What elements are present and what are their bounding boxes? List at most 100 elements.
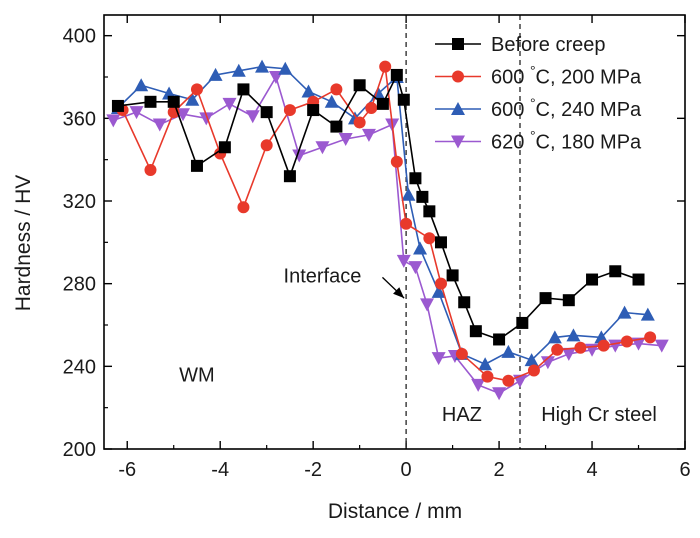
data-point-marker bbox=[423, 232, 436, 245]
annotation-arrow-head bbox=[393, 287, 405, 299]
data-point-marker bbox=[597, 339, 610, 352]
data-point-marker bbox=[324, 94, 339, 108]
data-point-marker bbox=[199, 112, 214, 126]
x-tick-label: 6 bbox=[679, 459, 690, 481]
data-point-marker bbox=[353, 116, 366, 129]
data-point-marker bbox=[400, 217, 413, 230]
data-point-marker bbox=[307, 104, 320, 117]
data-point-marker bbox=[481, 370, 494, 383]
data-point-marker bbox=[111, 99, 124, 112]
data-point-marker bbox=[361, 128, 376, 142]
data-point-marker bbox=[527, 364, 540, 377]
data-point-marker bbox=[144, 95, 157, 108]
plot-frame bbox=[103, 14, 686, 450]
data-point-marker bbox=[478, 357, 493, 371]
data-point-marker bbox=[315, 141, 330, 155]
series-1 bbox=[111, 68, 645, 346]
y-tick-label: 280 bbox=[63, 274, 96, 296]
legend-item: Before creep bbox=[435, 34, 606, 56]
x-axis-label: Distance / mm bbox=[328, 500, 462, 523]
data-point-marker bbox=[551, 343, 564, 356]
data-point-marker bbox=[452, 70, 464, 83]
legend-item: 600 °C, 240 MPa bbox=[435, 95, 642, 121]
data-point-marker bbox=[423, 205, 436, 218]
data-point-marker bbox=[396, 254, 411, 268]
data-point-marker bbox=[185, 92, 200, 106]
data-point-marker bbox=[330, 83, 343, 96]
data-point-marker bbox=[617, 305, 632, 319]
data-point-marker bbox=[539, 292, 552, 305]
data-point-marker bbox=[469, 325, 482, 338]
data-point-marker bbox=[260, 106, 273, 119]
data-point-marker bbox=[540, 356, 555, 370]
data-point-marker bbox=[516, 316, 529, 329]
y-tick-label: 360 bbox=[63, 108, 96, 130]
annotation-haz: HAZ bbox=[442, 404, 482, 426]
data-point-marker bbox=[420, 298, 435, 312]
data-point-marker bbox=[379, 60, 392, 73]
data-point-marker bbox=[353, 79, 366, 92]
x-tick-label: 4 bbox=[586, 459, 597, 481]
legend-label: 600 °C, 200 MPa bbox=[491, 63, 642, 89]
legend-label: 600 °C, 240 MPa bbox=[491, 95, 642, 121]
data-point-marker bbox=[134, 78, 149, 92]
data-point-marker bbox=[566, 328, 581, 342]
legend-item: 620 °C, 180 MPa bbox=[435, 128, 642, 154]
data-point-marker bbox=[434, 277, 447, 290]
data-point-marker bbox=[237, 201, 250, 214]
data-point-marker bbox=[376, 97, 389, 110]
data-point-marker bbox=[434, 236, 447, 249]
x-tick-label: -4 bbox=[211, 459, 229, 481]
x-tick-label: 0 bbox=[401, 459, 412, 481]
data-point-marker bbox=[471, 378, 486, 392]
data-point-marker bbox=[493, 333, 506, 346]
data-point-marker bbox=[502, 374, 515, 387]
y-axis-label: Hardness / HV bbox=[12, 175, 35, 312]
data-point-marker bbox=[654, 339, 669, 353]
data-point-marker bbox=[431, 352, 446, 366]
series-4 bbox=[106, 71, 669, 401]
data-point-marker bbox=[501, 344, 516, 358]
data-point-marker bbox=[451, 102, 465, 115]
data-point-marker bbox=[561, 347, 576, 361]
data-point-marker bbox=[190, 159, 203, 172]
data-point-marker bbox=[231, 63, 246, 77]
data-point-marker bbox=[106, 114, 121, 128]
data-point-marker bbox=[451, 135, 465, 149]
data-point-marker bbox=[397, 93, 410, 106]
x-tick-label: 2 bbox=[494, 459, 505, 481]
data-point-marker bbox=[255, 59, 270, 73]
data-point-marker bbox=[452, 38, 464, 50]
annotation-interface: Interface bbox=[284, 265, 362, 287]
annotation-wm: WM bbox=[179, 365, 215, 387]
data-point-marker bbox=[644, 331, 657, 344]
data-point-marker bbox=[283, 170, 296, 183]
data-point-marker bbox=[408, 261, 423, 275]
data-point-marker bbox=[492, 387, 507, 401]
data-point-marker bbox=[152, 118, 167, 132]
data-point-marker bbox=[413, 241, 428, 255]
data-point-marker bbox=[409, 172, 422, 185]
data-point-marker bbox=[431, 284, 446, 298]
data-point-marker bbox=[129, 106, 144, 120]
data-point-marker bbox=[190, 83, 203, 96]
data-point-marker bbox=[365, 102, 378, 114]
data-point-marker bbox=[455, 347, 468, 360]
data-point-marker bbox=[416, 190, 429, 203]
data-point-marker bbox=[218, 141, 231, 154]
data-point-marker bbox=[632, 273, 645, 286]
data-point-marker bbox=[208, 67, 223, 81]
data-point-marker bbox=[245, 110, 260, 124]
data-point-marker bbox=[562, 294, 575, 307]
legend-item: 600 °C, 200 MPa bbox=[435, 63, 642, 89]
data-point-marker bbox=[222, 97, 237, 111]
data-point-marker bbox=[283, 104, 296, 117]
data-point-marker bbox=[237, 83, 250, 96]
data-point-marker bbox=[301, 84, 316, 98]
data-point-marker bbox=[640, 307, 655, 321]
y-tick-label: 320 bbox=[63, 191, 96, 213]
data-point-marker bbox=[574, 341, 587, 354]
data-point-marker bbox=[401, 187, 416, 201]
legend-label: Before creep bbox=[491, 34, 606, 56]
series-2 bbox=[116, 60, 657, 387]
